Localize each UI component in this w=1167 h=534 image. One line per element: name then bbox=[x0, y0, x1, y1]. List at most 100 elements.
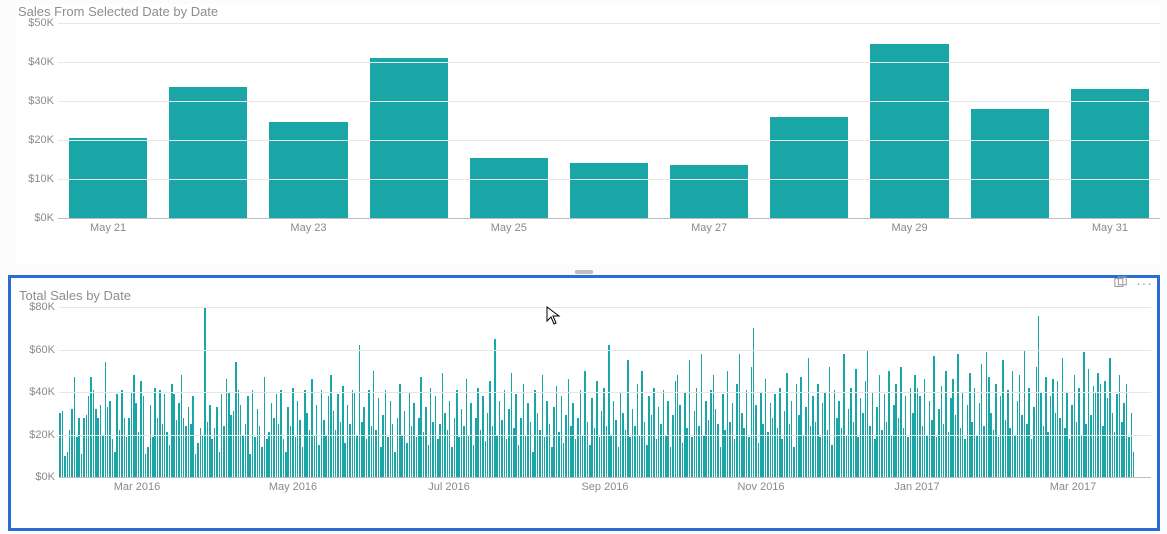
bar[interactable] bbox=[97, 418, 99, 478]
bar[interactable] bbox=[316, 405, 318, 477]
bar[interactable] bbox=[140, 381, 142, 477]
bar[interactable] bbox=[715, 409, 717, 477]
bar[interactable] bbox=[245, 424, 247, 477]
bar[interactable] bbox=[879, 375, 881, 477]
bar[interactable] bbox=[504, 390, 506, 477]
bar[interactable] bbox=[629, 437, 631, 477]
bar[interactable] bbox=[870, 44, 948, 218]
bar[interactable] bbox=[1083, 352, 1085, 477]
bar[interactable] bbox=[176, 420, 178, 477]
bar[interactable] bbox=[784, 411, 786, 477]
bar[interactable] bbox=[736, 384, 738, 478]
bar[interactable] bbox=[772, 418, 774, 478]
bar[interactable] bbox=[703, 435, 705, 478]
bar[interactable] bbox=[938, 409, 940, 477]
bar[interactable] bbox=[385, 390, 387, 477]
bar[interactable] bbox=[857, 437, 859, 477]
bar[interactable] bbox=[556, 386, 558, 477]
bar[interactable] bbox=[781, 439, 783, 477]
bar[interactable] bbox=[430, 388, 432, 477]
bar[interactable] bbox=[853, 422, 855, 477]
bar[interactable] bbox=[216, 407, 218, 477]
bar[interactable] bbox=[359, 345, 361, 477]
bar[interactable] bbox=[891, 435, 893, 478]
bar[interactable] bbox=[340, 422, 342, 477]
bar[interactable] bbox=[178, 403, 180, 477]
bar[interactable] bbox=[765, 379, 767, 477]
bar[interactable] bbox=[729, 422, 731, 477]
bar[interactable] bbox=[895, 384, 897, 478]
bar[interactable] bbox=[468, 435, 470, 478]
bar[interactable] bbox=[741, 413, 743, 477]
bar[interactable] bbox=[145, 454, 147, 477]
bar[interactable] bbox=[912, 413, 914, 477]
bar[interactable] bbox=[318, 445, 320, 477]
bar[interactable] bbox=[295, 437, 297, 477]
bar[interactable] bbox=[373, 371, 375, 477]
bar[interactable] bbox=[1116, 394, 1118, 477]
bar[interactable] bbox=[971, 422, 973, 477]
bar[interactable] bbox=[907, 437, 909, 477]
bar[interactable] bbox=[1052, 379, 1054, 477]
bar[interactable] bbox=[166, 432, 168, 477]
bar[interactable] bbox=[439, 424, 441, 477]
bar[interactable] bbox=[584, 371, 586, 477]
bar[interactable] bbox=[302, 447, 304, 477]
bar[interactable] bbox=[969, 373, 971, 477]
bar[interactable] bbox=[537, 413, 539, 477]
bar[interactable] bbox=[948, 432, 950, 477]
bar[interactable] bbox=[582, 435, 584, 478]
bar[interactable] bbox=[986, 352, 988, 477]
bar[interactable] bbox=[480, 430, 482, 477]
bar[interactable] bbox=[565, 415, 567, 477]
bar[interactable] bbox=[641, 371, 643, 477]
bar[interactable] bbox=[506, 439, 508, 477]
bar[interactable] bbox=[995, 384, 997, 478]
bar[interactable] bbox=[779, 388, 781, 477]
bar[interactable] bbox=[1014, 435, 1016, 478]
total-sales-by-date-chart[interactable]: Total Sales by Date $0K$20K$40K$60K$80K … bbox=[17, 288, 1151, 522]
bar[interactable] bbox=[1059, 418, 1061, 478]
bar[interactable] bbox=[342, 386, 344, 477]
bar[interactable] bbox=[67, 452, 69, 478]
bar[interactable] bbox=[739, 354, 741, 477]
bar[interactable] bbox=[575, 439, 577, 477]
bar[interactable] bbox=[660, 424, 662, 477]
bar[interactable] bbox=[734, 439, 736, 477]
bar[interactable] bbox=[323, 420, 325, 477]
bar[interactable] bbox=[143, 396, 145, 477]
bar[interactable] bbox=[197, 443, 199, 477]
bar[interactable] bbox=[520, 418, 522, 478]
bar[interactable] bbox=[615, 420, 617, 477]
bar[interactable] bbox=[964, 439, 966, 477]
bar[interactable] bbox=[933, 356, 935, 477]
bar[interactable] bbox=[83, 418, 85, 478]
bar[interactable] bbox=[627, 360, 629, 477]
bar[interactable] bbox=[677, 375, 679, 477]
bar[interactable] bbox=[865, 381, 867, 477]
bar[interactable] bbox=[124, 418, 126, 478]
bar[interactable] bbox=[515, 394, 517, 477]
bar[interactable] bbox=[646, 445, 648, 477]
bar[interactable] bbox=[589, 445, 591, 477]
resize-grip[interactable] bbox=[575, 270, 593, 274]
bar[interactable] bbox=[366, 439, 368, 477]
bar[interactable] bbox=[257, 409, 259, 477]
bar[interactable] bbox=[544, 437, 546, 477]
bar[interactable] bbox=[926, 435, 928, 478]
more-options-icon[interactable]: ··· bbox=[1136, 279, 1153, 287]
bar[interactable] bbox=[1081, 435, 1083, 478]
bar[interactable] bbox=[432, 422, 434, 477]
bar[interactable] bbox=[423, 432, 425, 477]
bar[interactable] bbox=[71, 409, 73, 477]
bar[interactable] bbox=[751, 367, 753, 478]
bar[interactable] bbox=[413, 403, 415, 477]
bar[interactable] bbox=[162, 424, 164, 477]
bar[interactable] bbox=[1133, 452, 1135, 478]
bar[interactable] bbox=[181, 375, 183, 477]
bar[interactable] bbox=[330, 375, 332, 477]
bar[interactable] bbox=[235, 362, 237, 477]
bar[interactable] bbox=[370, 58, 448, 218]
bar[interactable] bbox=[209, 405, 211, 477]
bar[interactable] bbox=[397, 418, 399, 478]
